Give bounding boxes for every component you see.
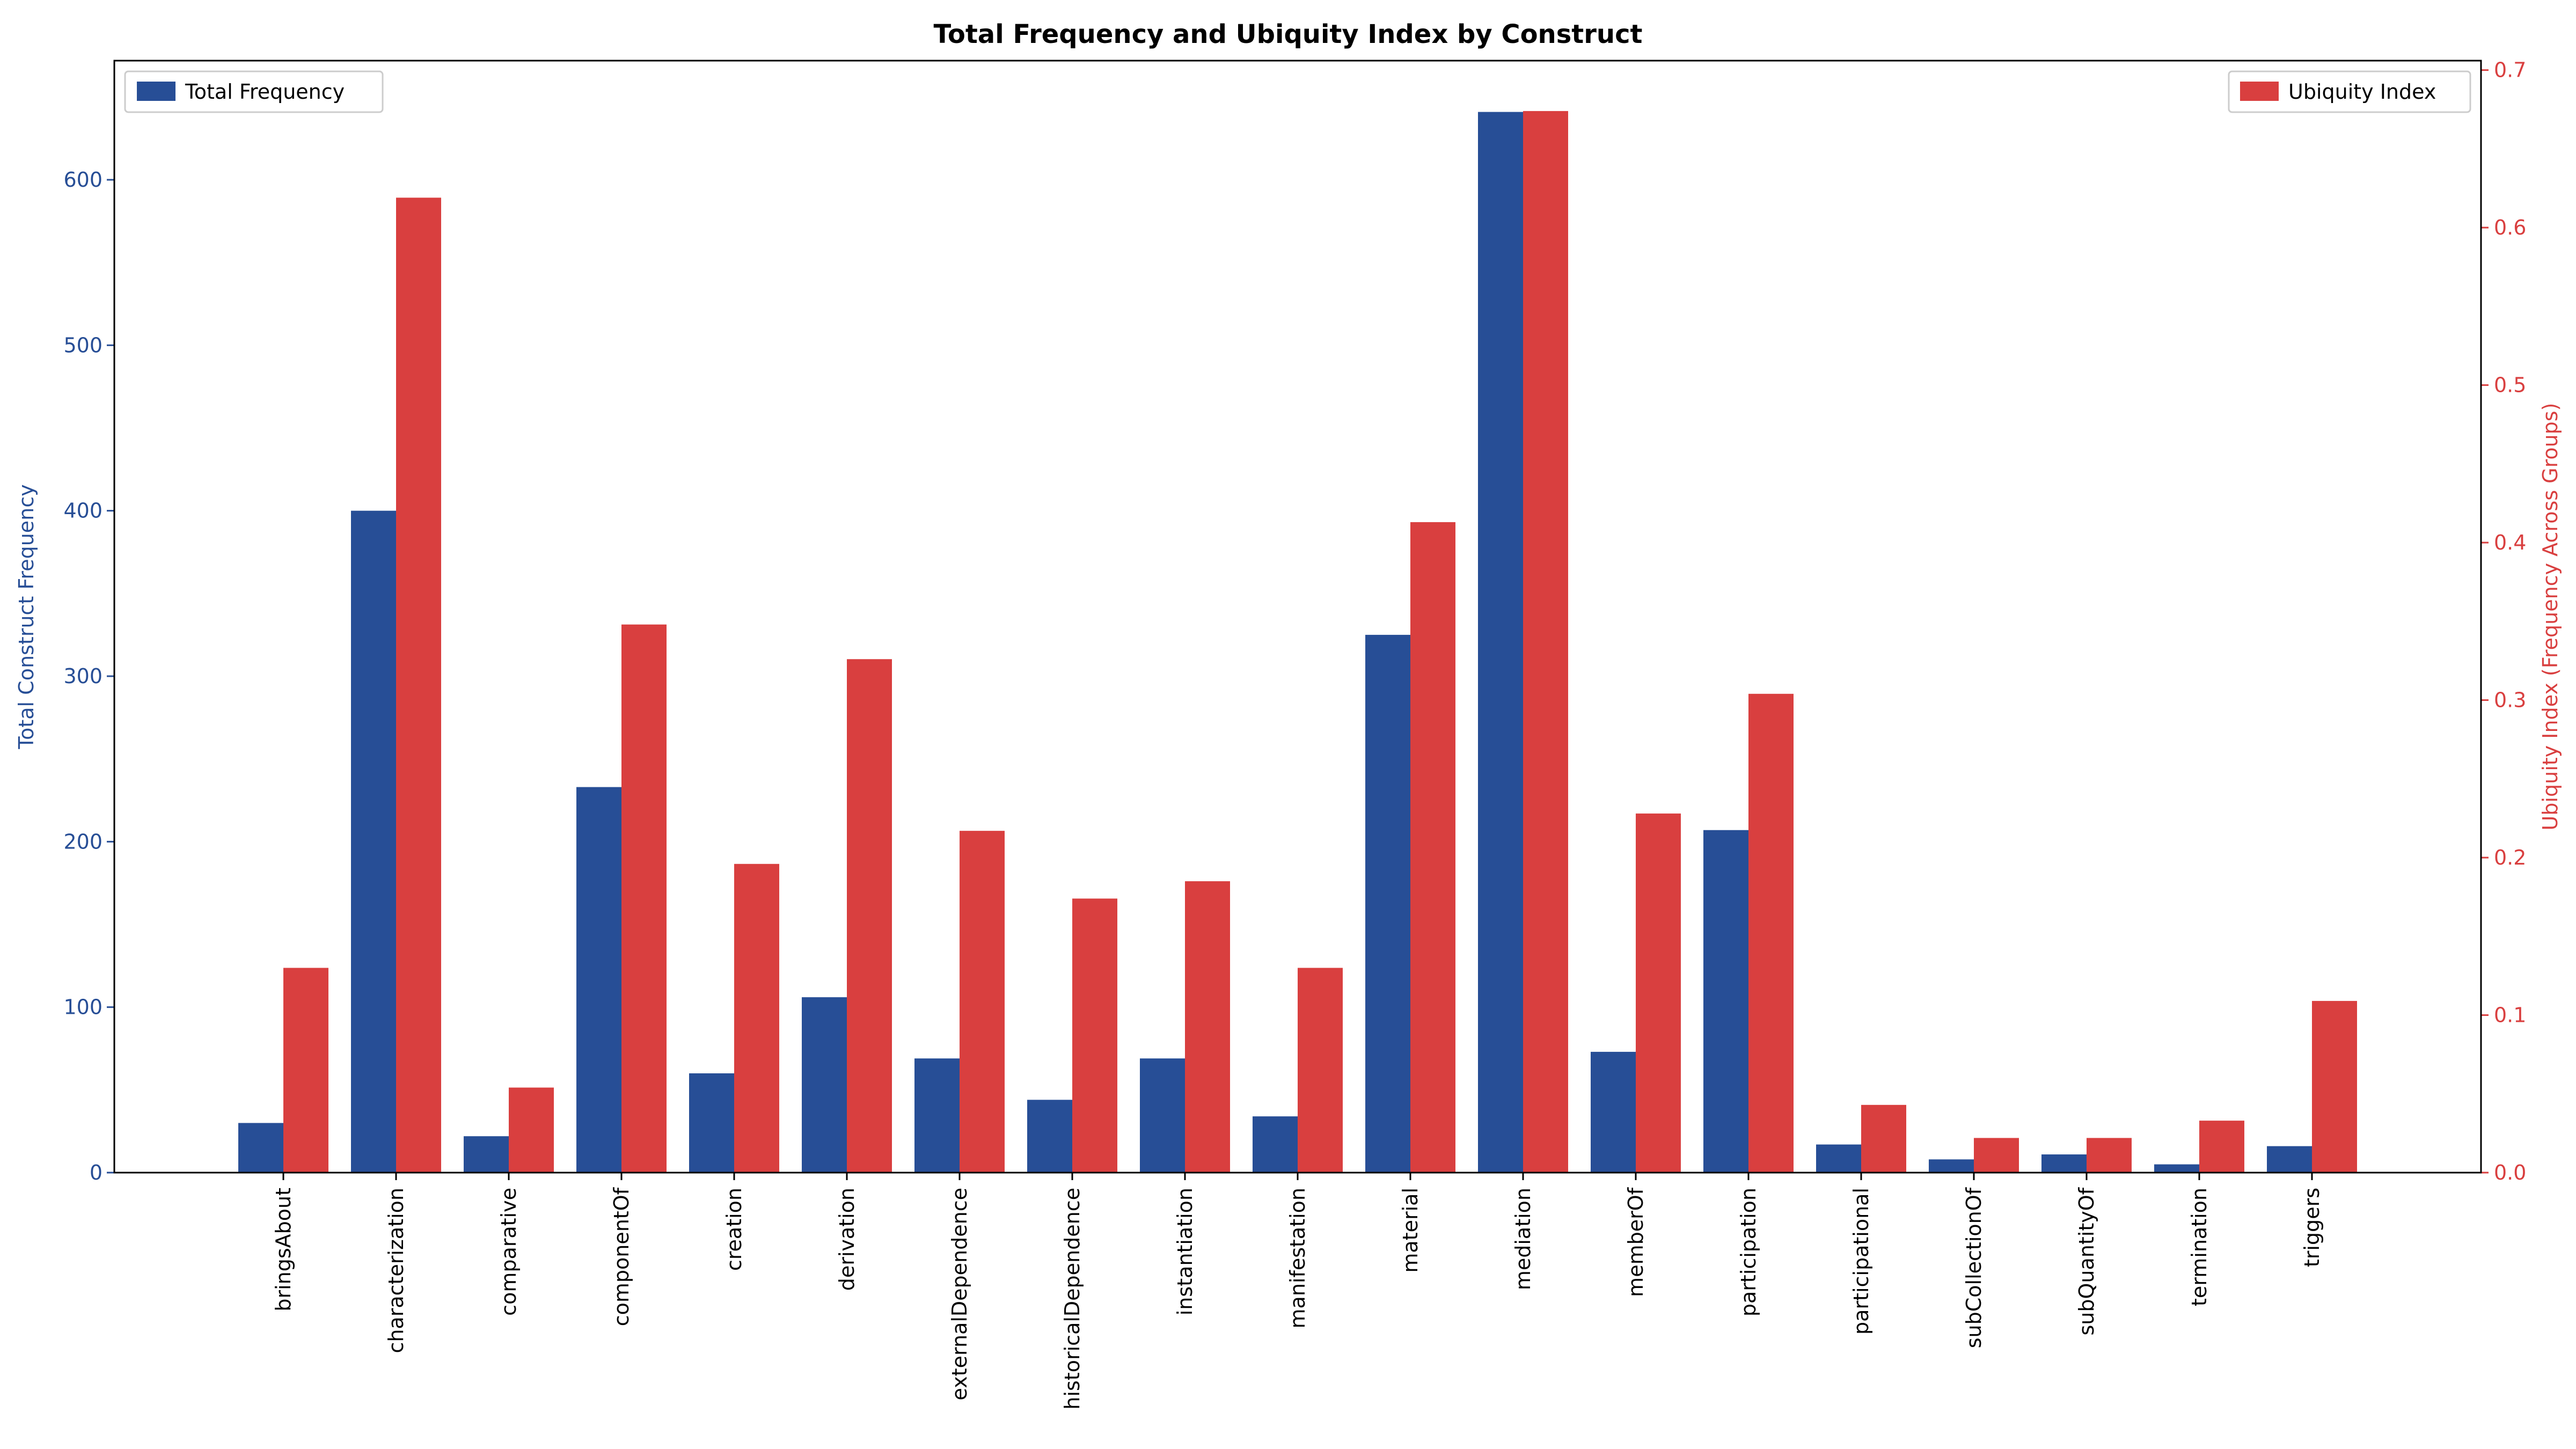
bar-total-frequency-instantiation	[1140, 1058, 1185, 1173]
bar-ubiquity-index-subQuantityOf	[2087, 1138, 2132, 1173]
x-axis-ticks: bringsAbout characterization comparative co…	[272, 1173, 2324, 1410]
x-tick-label: externalDependence	[948, 1188, 971, 1400]
right-y-tick-label: 0.3	[2494, 689, 2526, 712]
bar-total-frequency-memberOf	[1591, 1051, 1636, 1173]
left-y-axis-ticks: 0 100 200 300 400 500 600	[63, 168, 114, 1184]
bar-total-frequency-triggers	[2267, 1146, 2312, 1173]
bar-ubiquity-index-mediation	[1523, 111, 1568, 1173]
bar-total-frequency-manifestation	[1253, 1116, 1298, 1173]
legend-ubiquity-index: Ubiquity Index	[2228, 70, 2471, 113]
bar-ubiquity-index-manifestation	[1298, 968, 1343, 1173]
right-y-tick-label: 0.1	[2494, 1004, 2526, 1027]
x-tick-label: subCollectionOf	[1962, 1187, 1986, 1348]
legend-box-left	[124, 70, 384, 113]
bar-ubiquity-index-historicalDependence	[1072, 898, 1117, 1173]
x-tick-label: termination	[2187, 1188, 2211, 1306]
bar-ubiquity-index-subCollectionOf	[1974, 1138, 2019, 1173]
bar-total-frequency-termination	[2154, 1164, 2199, 1173]
x-tick-label: triggers	[2300, 1188, 2324, 1267]
bar-ubiquity-index-memberOf	[1636, 813, 1681, 1173]
legend-swatch-total-frequency	[137, 82, 175, 101]
x-tick-label: creation	[722, 1188, 746, 1271]
bar-total-frequency-subCollectionOf	[1929, 1159, 1974, 1173]
bar-total-frequency-historicalDependence	[1027, 1100, 1072, 1173]
left-y-tick-label: 300	[63, 664, 103, 688]
bar-ubiquity-index-triggers	[2312, 1001, 2357, 1173]
x-tick-label: subQuantityOf	[2075, 1187, 2098, 1335]
left-y-tick-label: 400	[63, 499, 103, 523]
left-y-tick-label: 500	[63, 333, 103, 357]
bar-ubiquity-index-termination	[2199, 1121, 2244, 1173]
x-tick-label: memberOf	[1624, 1187, 1648, 1297]
bar-ubiquity-index-bringsAbout	[283, 968, 328, 1173]
right-y-tick-label: 0.0	[2494, 1161, 2526, 1184]
bar-ubiquity-index-characterization	[396, 197, 441, 1173]
bar-ubiquity-index-externalDependence	[960, 831, 1005, 1173]
bar-total-frequency-comparative	[464, 1136, 509, 1173]
bar-ubiquity-index-instantiation	[1185, 881, 1230, 1173]
left-y-tick-label: 600	[63, 168, 103, 192]
bar-ubiquity-index-derivation	[847, 659, 892, 1173]
left-y-axis-label: Total Construct Frequency	[14, 484, 38, 749]
bar-total-frequency-material	[1365, 634, 1410, 1173]
right-y-tick-label: 0.4	[2494, 531, 2526, 554]
bar-total-frequency-subQuantityOf	[2041, 1154, 2087, 1173]
bar-total-frequency-derivation	[802, 997, 847, 1173]
x-tick-label: componentOf	[610, 1187, 633, 1326]
x-tick-label: manifestation	[1286, 1188, 1309, 1328]
left-y-tick-label: 0	[90, 1161, 103, 1184]
right-y-tick-label: 0.7	[2494, 58, 2526, 82]
bar-total-frequency-mediation	[1478, 112, 1523, 1173]
bar-ubiquity-index-comparative	[509, 1087, 554, 1173]
bar-total-frequency-bringsAbout	[238, 1123, 283, 1173]
right-y-tick-label: 0.5	[2494, 374, 2526, 397]
x-tick-label: derivation	[835, 1188, 859, 1291]
x-tick-label: characterization	[384, 1188, 408, 1353]
left-y-tick-label: 100	[63, 996, 103, 1019]
bar-ubiquity-index-participational	[1861, 1104, 1906, 1173]
x-tick-label: material	[1399, 1188, 1422, 1273]
bar-ubiquity-index-participation	[1748, 693, 1794, 1173]
bar-total-frequency-externalDependence	[914, 1058, 960, 1173]
left-y-tick-label: 200	[63, 830, 103, 853]
legend-total-frequency: Total Frequency	[124, 70, 384, 113]
right-y-tick-label: 0.6	[2494, 216, 2526, 239]
chart-title: Total Frequency and Ubiquity Index by Co…	[934, 19, 1643, 49]
bars-group	[238, 111, 2357, 1173]
bar-ubiquity-index-material	[1410, 522, 1455, 1173]
x-tick-label: instantiation	[1173, 1188, 1197, 1315]
bar-total-frequency-participation	[1703, 830, 1748, 1173]
legend-box-right	[2228, 70, 2471, 113]
x-tick-label: historicalDependence	[1060, 1188, 1084, 1410]
bar-total-frequency-creation	[689, 1073, 734, 1173]
x-tick-label: bringsAbout	[272, 1188, 295, 1312]
bar-ubiquity-index-componentOf	[621, 624, 667, 1173]
bar-total-frequency-participational	[1816, 1144, 1861, 1173]
right-y-tick-label: 0.2	[2494, 846, 2526, 869]
right-y-axis-label: Ubiquity Index (Frequency Across Groups)	[2538, 403, 2562, 831]
right-y-axis-ticks: 0.0 0.1 0.2 0.3 0.4 0.5 0.6 0.7	[2481, 58, 2526, 1184]
legend-swatch-ubiquity-index	[2240, 82, 2279, 101]
x-tick-label: comparative	[497, 1188, 521, 1316]
x-tick-label: participational	[1849, 1188, 1873, 1335]
plot-frame	[113, 60, 2482, 1174]
legend-label-ubiquity-index: Ubiquity Index	[2288, 80, 2436, 104]
x-tick-label: participation	[1737, 1188, 1760, 1316]
bar-total-frequency-componentOf	[576, 787, 621, 1173]
x-tick-label: mediation	[1511, 1188, 1535, 1290]
bar-ubiquity-index-creation	[734, 863, 779, 1173]
legend-label-total-frequency: Total Frequency	[185, 80, 345, 104]
bar-total-frequency-characterization	[351, 510, 396, 1173]
